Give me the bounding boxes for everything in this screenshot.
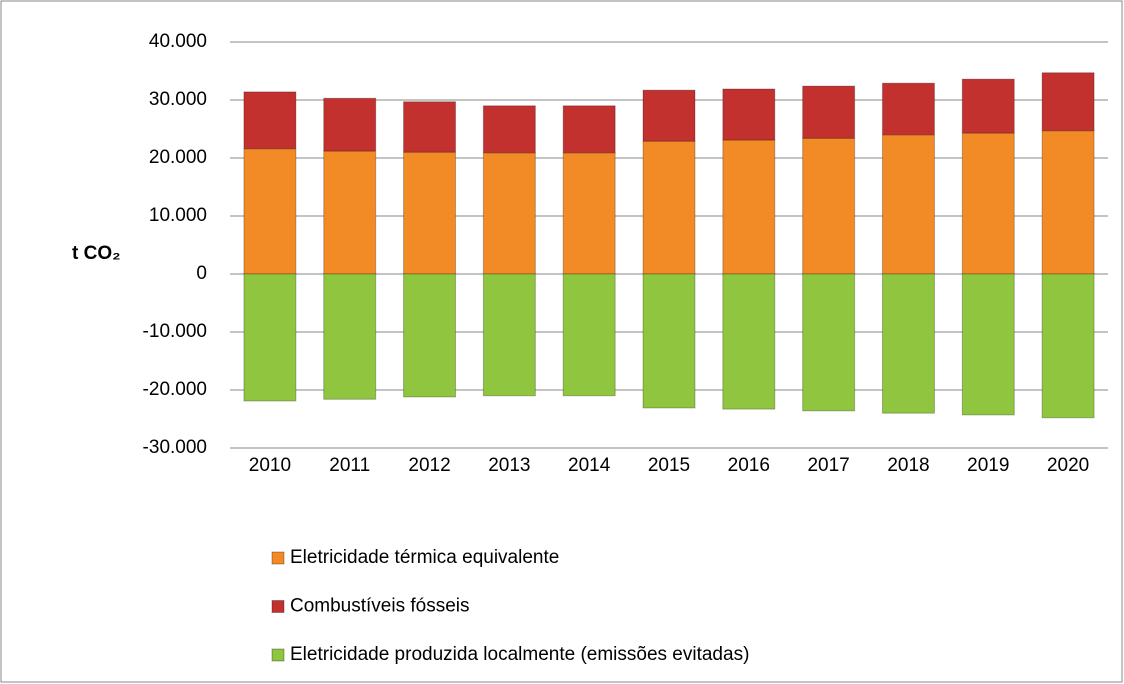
bar-segment [562, 105, 616, 154]
x-tick-label: 2011 [329, 455, 370, 476]
bar-segment [802, 137, 856, 275]
bar-segment [403, 101, 457, 153]
bar-segment [722, 88, 776, 141]
x-tick-label: 2013 [488, 455, 530, 476]
bar-segment [642, 273, 696, 409]
bar-segment [243, 273, 297, 402]
bar-segment [642, 89, 696, 142]
y-axis-title: t CO₂ [72, 243, 121, 264]
bar-segment [403, 151, 457, 275]
x-tick-label: 2010 [249, 455, 291, 476]
y-tick-label: 30.000 [149, 89, 207, 110]
bar-segment [323, 273, 377, 400]
bar-segment [562, 152, 616, 275]
bar-segment [323, 150, 377, 275]
bar-segment [243, 148, 297, 275]
bar-segment [323, 97, 377, 152]
y-tick-label: -20.000 [143, 379, 207, 400]
bar-segment [881, 82, 935, 136]
y-tick-label: -30.000 [143, 437, 207, 458]
x-tick-label: 2016 [728, 455, 770, 476]
bar-segment [1041, 72, 1095, 132]
x-tick-label: 2015 [648, 455, 690, 476]
legend-label: Eletricidade produzida localmente (emiss… [290, 644, 749, 665]
bar-segment [961, 273, 1015, 416]
legend-swatch [271, 600, 285, 613]
x-tick-label: 2018 [887, 455, 929, 476]
bar-segment [802, 273, 856, 412]
bar-segment [642, 140, 696, 275]
x-tick-label: 2012 [408, 455, 450, 476]
y-tick-label: 20.000 [149, 147, 207, 168]
bar-segment [243, 91, 297, 150]
x-tick-label: 2019 [967, 455, 1009, 476]
bar-segment [562, 273, 616, 397]
legend-label: Combustíveis fósseis [290, 596, 470, 617]
bar-segment [403, 273, 457, 398]
bar-segment [881, 273, 935, 414]
legend-swatch [271, 551, 285, 565]
legend-swatch [271, 648, 285, 662]
legend-label: Eletricidade térmica equivalente [290, 547, 559, 568]
x-tick-label: 2014 [568, 455, 611, 476]
bar-segment [802, 85, 856, 139]
y-tick-label: -10.000 [143, 321, 207, 342]
bar-segment [482, 152, 536, 275]
bar-segment [722, 273, 776, 410]
x-tick-label: 2020 [1047, 455, 1089, 476]
y-tick-label: 10.000 [149, 205, 207, 226]
y-tick-label: 40.000 [149, 31, 207, 52]
bar-segment [961, 78, 1015, 134]
bar-segment [961, 132, 1015, 275]
bar-segment [722, 139, 776, 275]
bar-segment [1041, 130, 1095, 275]
bar-segment [1041, 273, 1095, 419]
bar-segment [881, 134, 935, 275]
bar-segment [482, 273, 536, 397]
x-tick-label: 2017 [807, 455, 849, 476]
y-tick-label: 0 [196, 263, 207, 284]
bar-segment [482, 105, 536, 154]
